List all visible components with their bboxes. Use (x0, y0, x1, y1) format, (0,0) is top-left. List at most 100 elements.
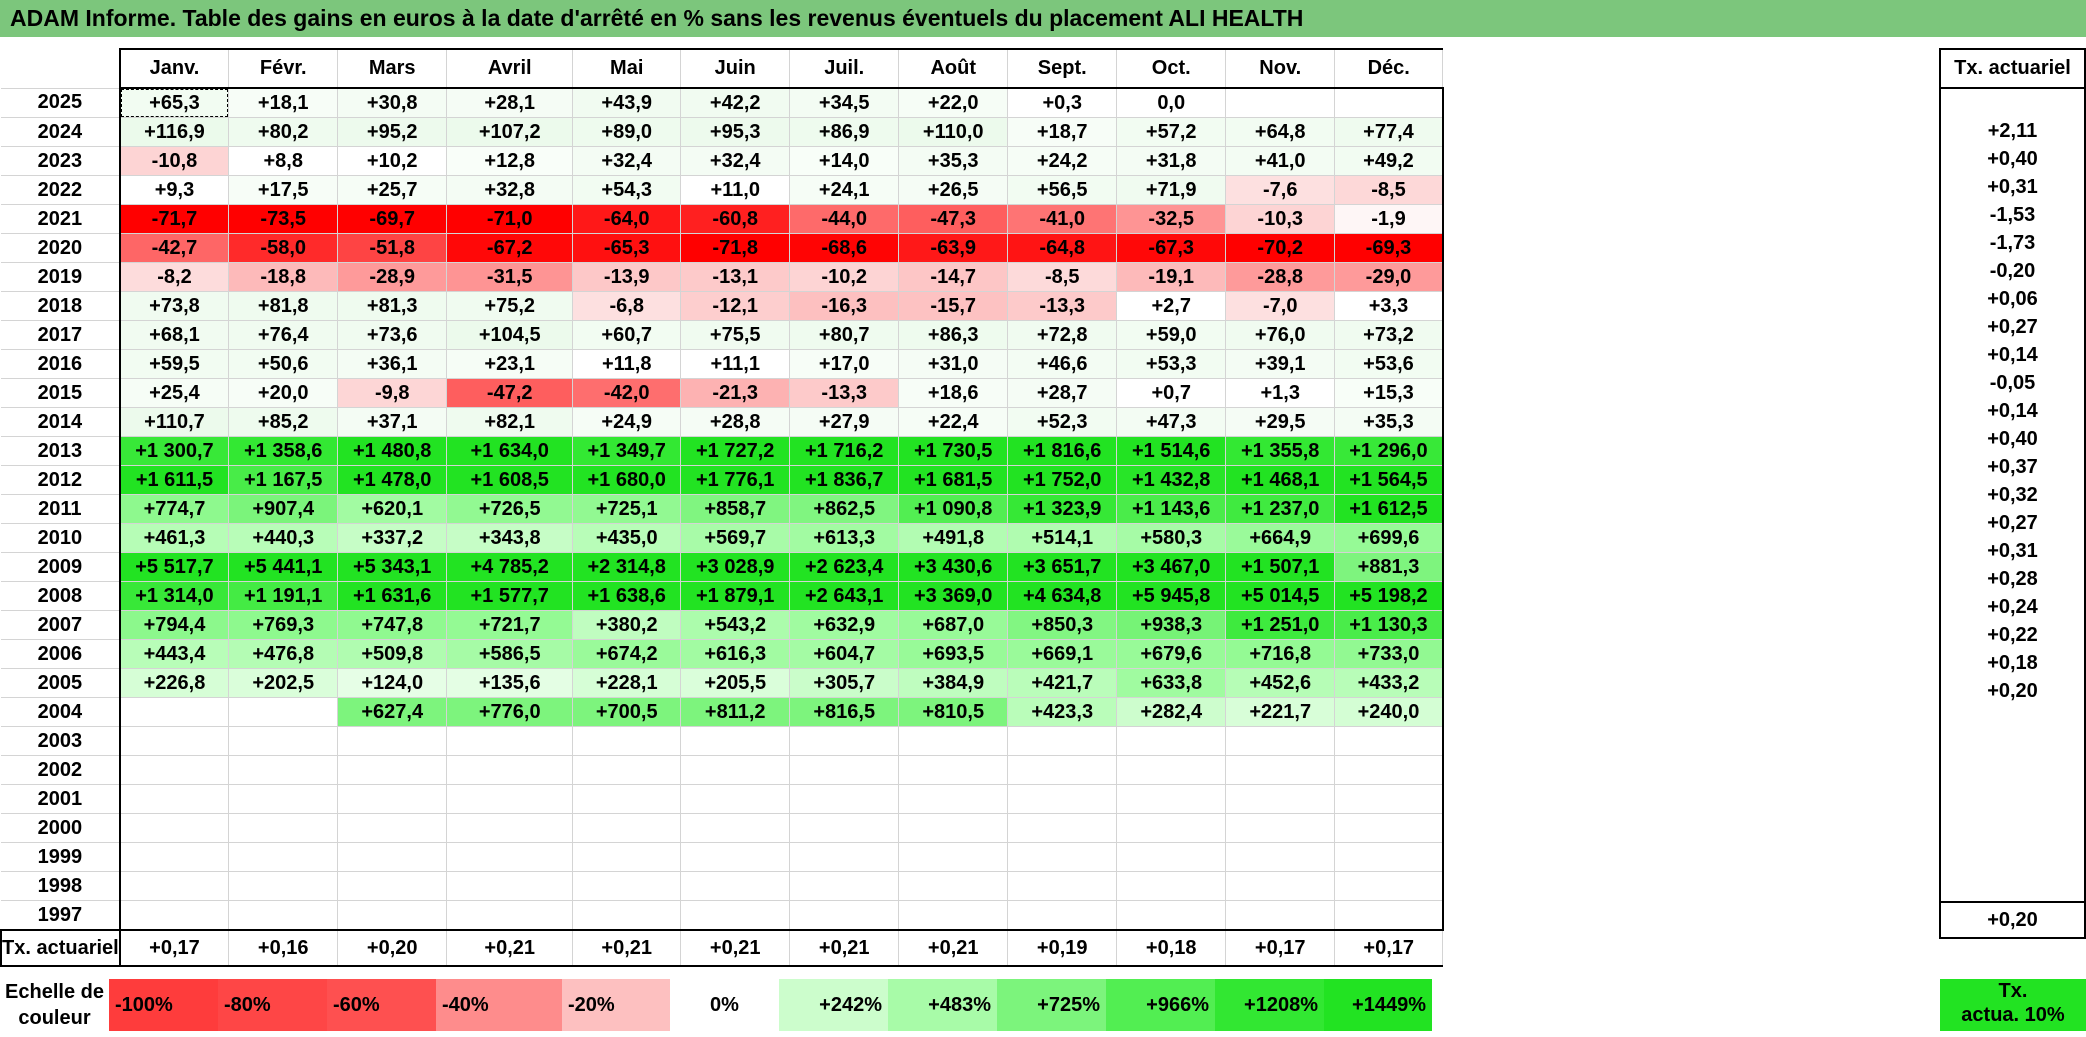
gain-cell: +3 028,9 (680, 552, 791, 582)
footer-value: +0,21 (789, 929, 900, 967)
gain-cell (1334, 813, 1444, 843)
year-row: 2015 +25,4 +20,0 -9,8 -47,2 -42,0 -21,3 -13,3 +1… (1, 378, 1444, 408)
gain-cell: +81,8 (228, 291, 339, 321)
year-row: 2009 +5 517,7 +5 441,1 +5 343,1 +4 785,2 +2 3… (1, 552, 1444, 582)
gain-cell: +1 776,1 (680, 465, 791, 495)
year-row: 2006 +443,4 +476,8 +509,8 +586,5 +674,2 +616,3… (1, 639, 1444, 669)
gain-cell: +452,6 (1225, 668, 1336, 698)
gain-cell: -47,3 (898, 204, 1009, 234)
gains-table: Janv. Févr. Mars Avril Mai Juin Juil. Août Sept.… (0, 48, 1444, 967)
gain-cell: +699,6 (1334, 523, 1444, 553)
gain-cell (789, 842, 900, 872)
gain-cell: +5 198,2 (1334, 581, 1444, 611)
gain-cell: +15,3 (1334, 378, 1444, 408)
gain-cell: -44,0 (789, 204, 900, 234)
footer-row: Tx. actuariel +0,17 +0,16 +0,20 +0,21 +0,21 +… (0, 929, 1444, 967)
year-label: 2007 (1, 610, 121, 640)
year-label: 1998 (1, 871, 121, 901)
gain-cell (789, 900, 900, 931)
gain-cell: +11,8 (572, 349, 682, 379)
year-label: 2014 (1, 407, 121, 437)
gain-cell: +1 468,1 (1225, 465, 1336, 495)
gain-cell: +81,3 (337, 291, 448, 321)
gain-cell: +29,5 (1225, 407, 1336, 437)
gain-cell (1116, 813, 1227, 843)
gain-cell: +35,3 (898, 146, 1009, 176)
gain-cell: +135,6 (446, 668, 574, 698)
gain-cell (1334, 900, 1444, 931)
gain-cell: -64,0 (572, 204, 682, 234)
gain-cell: +1 634,0 (446, 436, 574, 466)
gain-cell (572, 755, 682, 785)
gain-cell (898, 900, 1009, 931)
gain-cell: +1 296,0 (1334, 436, 1444, 466)
gain-cell (337, 784, 448, 814)
month-header: Juin (680, 48, 791, 89)
gain-cell: -71,7 (119, 204, 230, 234)
gain-cell: +1 727,2 (680, 436, 791, 466)
gain-cell: +1 480,8 (337, 436, 448, 466)
gain-cell: -7,6 (1225, 175, 1336, 205)
scale-swatch: -100% (109, 979, 218, 1031)
gain-cell: +9,3 (119, 175, 230, 205)
month-header: Nov. (1225, 48, 1336, 89)
gain-cell: -9,8 (337, 378, 448, 408)
gain-cell: +850,3 (1007, 610, 1118, 640)
gain-cell: +5 441,1 (228, 552, 339, 582)
month-header-row: Janv. Févr. Mars Avril Mai Juin Juil. Août Sept.… (1, 48, 1444, 89)
gain-cell: +674,2 (572, 639, 682, 669)
gain-cell: +17,5 (228, 175, 339, 205)
gain-cell: +687,0 (898, 610, 1009, 640)
gain-cell: +811,2 (680, 697, 791, 727)
tx-value (1939, 761, 2086, 789)
gain-cell: +110,7 (119, 407, 230, 437)
year-row: 2017 +68,1 +76,4 +73,6 +104,5 +60,7 +75,5 +80,7… (1, 320, 1444, 350)
gain-cell: +49,2 (1334, 146, 1444, 176)
gain-cell: +30,8 (337, 87, 448, 118)
gain-cell: +604,7 (789, 639, 900, 669)
gain-cell: +17,0 (789, 349, 900, 379)
gain-cell (1225, 813, 1336, 843)
month-header: Sept. (1007, 48, 1118, 89)
gain-cell: +435,0 (572, 523, 682, 553)
gain-cell (119, 900, 230, 931)
gain-cell: +50,6 (228, 349, 339, 379)
gain-cell: -12,1 (680, 291, 791, 321)
gain-cell: -31,5 (446, 262, 574, 292)
tx-value: +0,27 (1939, 313, 2086, 341)
gain-cell (337, 755, 448, 785)
gain-cell: +77,4 (1334, 117, 1444, 147)
gain-cell: +0,7 (1116, 378, 1227, 408)
gain-cell: +282,4 (1116, 697, 1227, 727)
gain-cell: +514,1 (1007, 523, 1118, 553)
gain-cell (572, 871, 682, 901)
tx-value (1939, 789, 2086, 817)
gain-cell: -28,9 (337, 262, 448, 292)
month-header: Janv. (118, 48, 230, 89)
gain-cell: +1 611,5 (119, 465, 230, 495)
tx-value: +0,40 (1939, 145, 2086, 173)
gain-cell: +53,3 (1116, 349, 1227, 379)
year-label: 2002 (1, 755, 121, 785)
year-row: 2002 (1, 755, 1444, 785)
gain-cell (228, 813, 339, 843)
gain-cell: +18,7 (1007, 117, 1118, 147)
gain-cell: +22,4 (898, 407, 1009, 437)
gain-cell: +52,3 (1007, 407, 1118, 437)
gain-cell (572, 784, 682, 814)
year-row: 2005 +226,8 +202,5 +124,0 +135,6 +228,1 +205,5… (1, 668, 1444, 698)
gain-cell: -73,5 (228, 204, 339, 234)
year-row: 2014 +110,7 +85,2 +37,1 +82,1 +24,9 +28,8 +27,9… (1, 407, 1444, 437)
footer-value: +0,21 (446, 929, 574, 967)
gain-cell: +24,2 (1007, 146, 1118, 176)
gain-cell: +1 816,6 (1007, 436, 1118, 466)
gain-cell (1334, 755, 1444, 785)
gain-cell (680, 726, 791, 756)
gain-cell: +620,1 (337, 494, 448, 524)
gain-cell: -69,3 (1334, 233, 1444, 263)
gain-cell: 0,0 (1116, 87, 1227, 118)
year-label: 2017 (1, 320, 121, 350)
year-row: 2001 (1, 784, 1444, 814)
gain-cell: +3 369,0 (898, 581, 1009, 611)
year-row: 1998 (1, 871, 1444, 901)
